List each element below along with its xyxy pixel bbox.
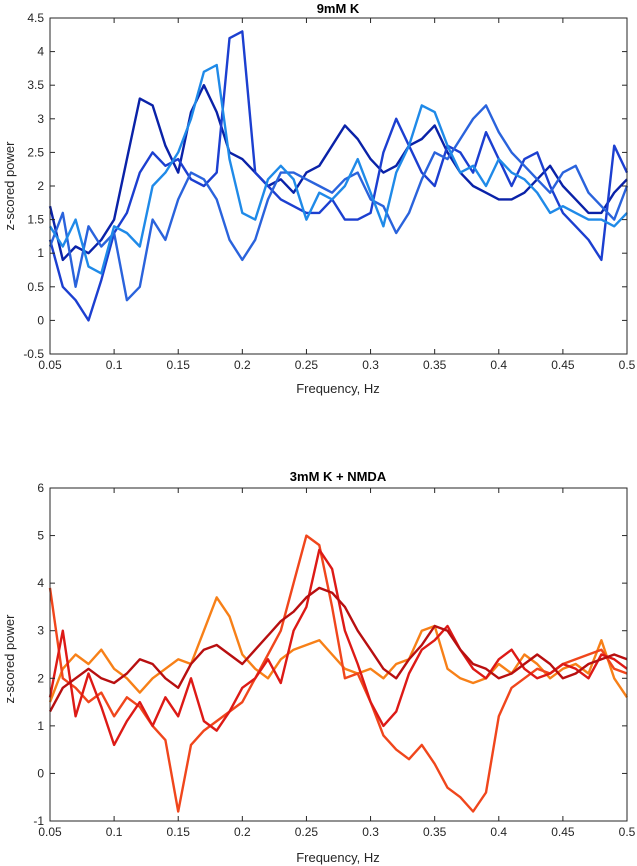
x-tick-label: 0.45 <box>551 358 575 372</box>
series-line-1 <box>48 596 628 703</box>
series-line-2 <box>48 534 628 813</box>
chart-title: 9mM K <box>317 1 360 16</box>
x-tick-label: 0.15 <box>167 358 191 372</box>
y-tick-label: 4 <box>37 45 44 59</box>
y-axis-label: z-scored power <box>2 614 17 704</box>
y-tick-label: 2 <box>37 671 44 685</box>
x-axis-label: Frequency, Hz <box>296 850 380 865</box>
y-tick-label: 1 <box>37 246 44 260</box>
x-tick-label: 0.35 <box>423 825 447 839</box>
chart-title: 3mM K + NMDA <box>290 469 387 484</box>
x-tick-label: 0.3 <box>362 358 379 372</box>
series-line-4 <box>48 586 628 713</box>
x-tick-label: 0.1 <box>106 825 123 839</box>
series-layer <box>48 534 628 813</box>
y-tick-label: 3 <box>37 112 44 126</box>
axes-box <box>49 487 628 822</box>
y-axis-label: z-scored power <box>2 141 17 231</box>
x-tick-label: 0.25 <box>295 825 319 839</box>
series-line-3 <box>48 104 629 302</box>
panel-3mm-k-nmda: 3mM K + NMDA z-scored power Frequency, H… <box>2 469 636 865</box>
y-tick-label: 3 <box>37 624 44 638</box>
y-tick-label: -1 <box>33 814 44 828</box>
series-line-4 <box>48 63 628 275</box>
x-tick-label: 0.3 <box>362 825 379 839</box>
y-tick-label: 0 <box>37 766 44 780</box>
panel-9mm-k: 9mM K z-scored power Frequency, Hz 0.05 0… <box>2 1 636 396</box>
y-tick-label: 0.5 <box>27 280 44 294</box>
x-tick-label: 0.35 <box>423 358 447 372</box>
x-tick-label: 0.05 <box>38 825 62 839</box>
x-tick-label: 0.25 <box>295 358 319 372</box>
series-line-1 <box>48 83 628 262</box>
tick-layer: 0.05 0.1 0.15 0.2 0.25 0.3 0.35 0.4 0.45 0.5 -0.5 0… <box>23 11 635 372</box>
y-tick-label: 5 <box>37 529 44 543</box>
tick-layer: 0.05 0.1 0.15 0.2 0.25 0.3 0.35 0.4 0.45 0.5 -1 0 1 2… <box>33 481 635 839</box>
y-tick-label: 1.5 <box>27 213 44 227</box>
y-tick-label: -0.5 <box>23 347 44 361</box>
x-tick-label: 0.1 <box>106 358 123 372</box>
series-layer <box>48 30 629 322</box>
y-tick-label: 4.5 <box>27 11 44 25</box>
y-tick-label: 3.5 <box>27 78 44 92</box>
x-tick-label: 0.4 <box>490 358 507 372</box>
x-tick-label: 0.5 <box>619 358 636 372</box>
x-tick-label: 0.2 <box>234 825 251 839</box>
y-tick-label: 4 <box>37 576 44 590</box>
y-tick-label: 0 <box>37 313 44 327</box>
x-tick-label: 0.2 <box>234 358 251 372</box>
x-tick-label: 0.05 <box>38 358 62 372</box>
series-line-2 <box>48 30 629 322</box>
y-tick-label: 1 <box>37 719 44 733</box>
y-tick-label: 2.5 <box>27 145 44 159</box>
y-tick-label: 6 <box>37 481 44 495</box>
y-tick-label: 2 <box>37 179 44 193</box>
x-tick-label: 0.15 <box>167 825 191 839</box>
x-tick-label: 0.4 <box>490 825 507 839</box>
x-tick-label: 0.45 <box>551 825 575 839</box>
x-axis-label: Frequency, Hz <box>296 381 380 396</box>
axes-box <box>49 17 628 355</box>
x-tick-label: 0.5 <box>619 825 636 839</box>
